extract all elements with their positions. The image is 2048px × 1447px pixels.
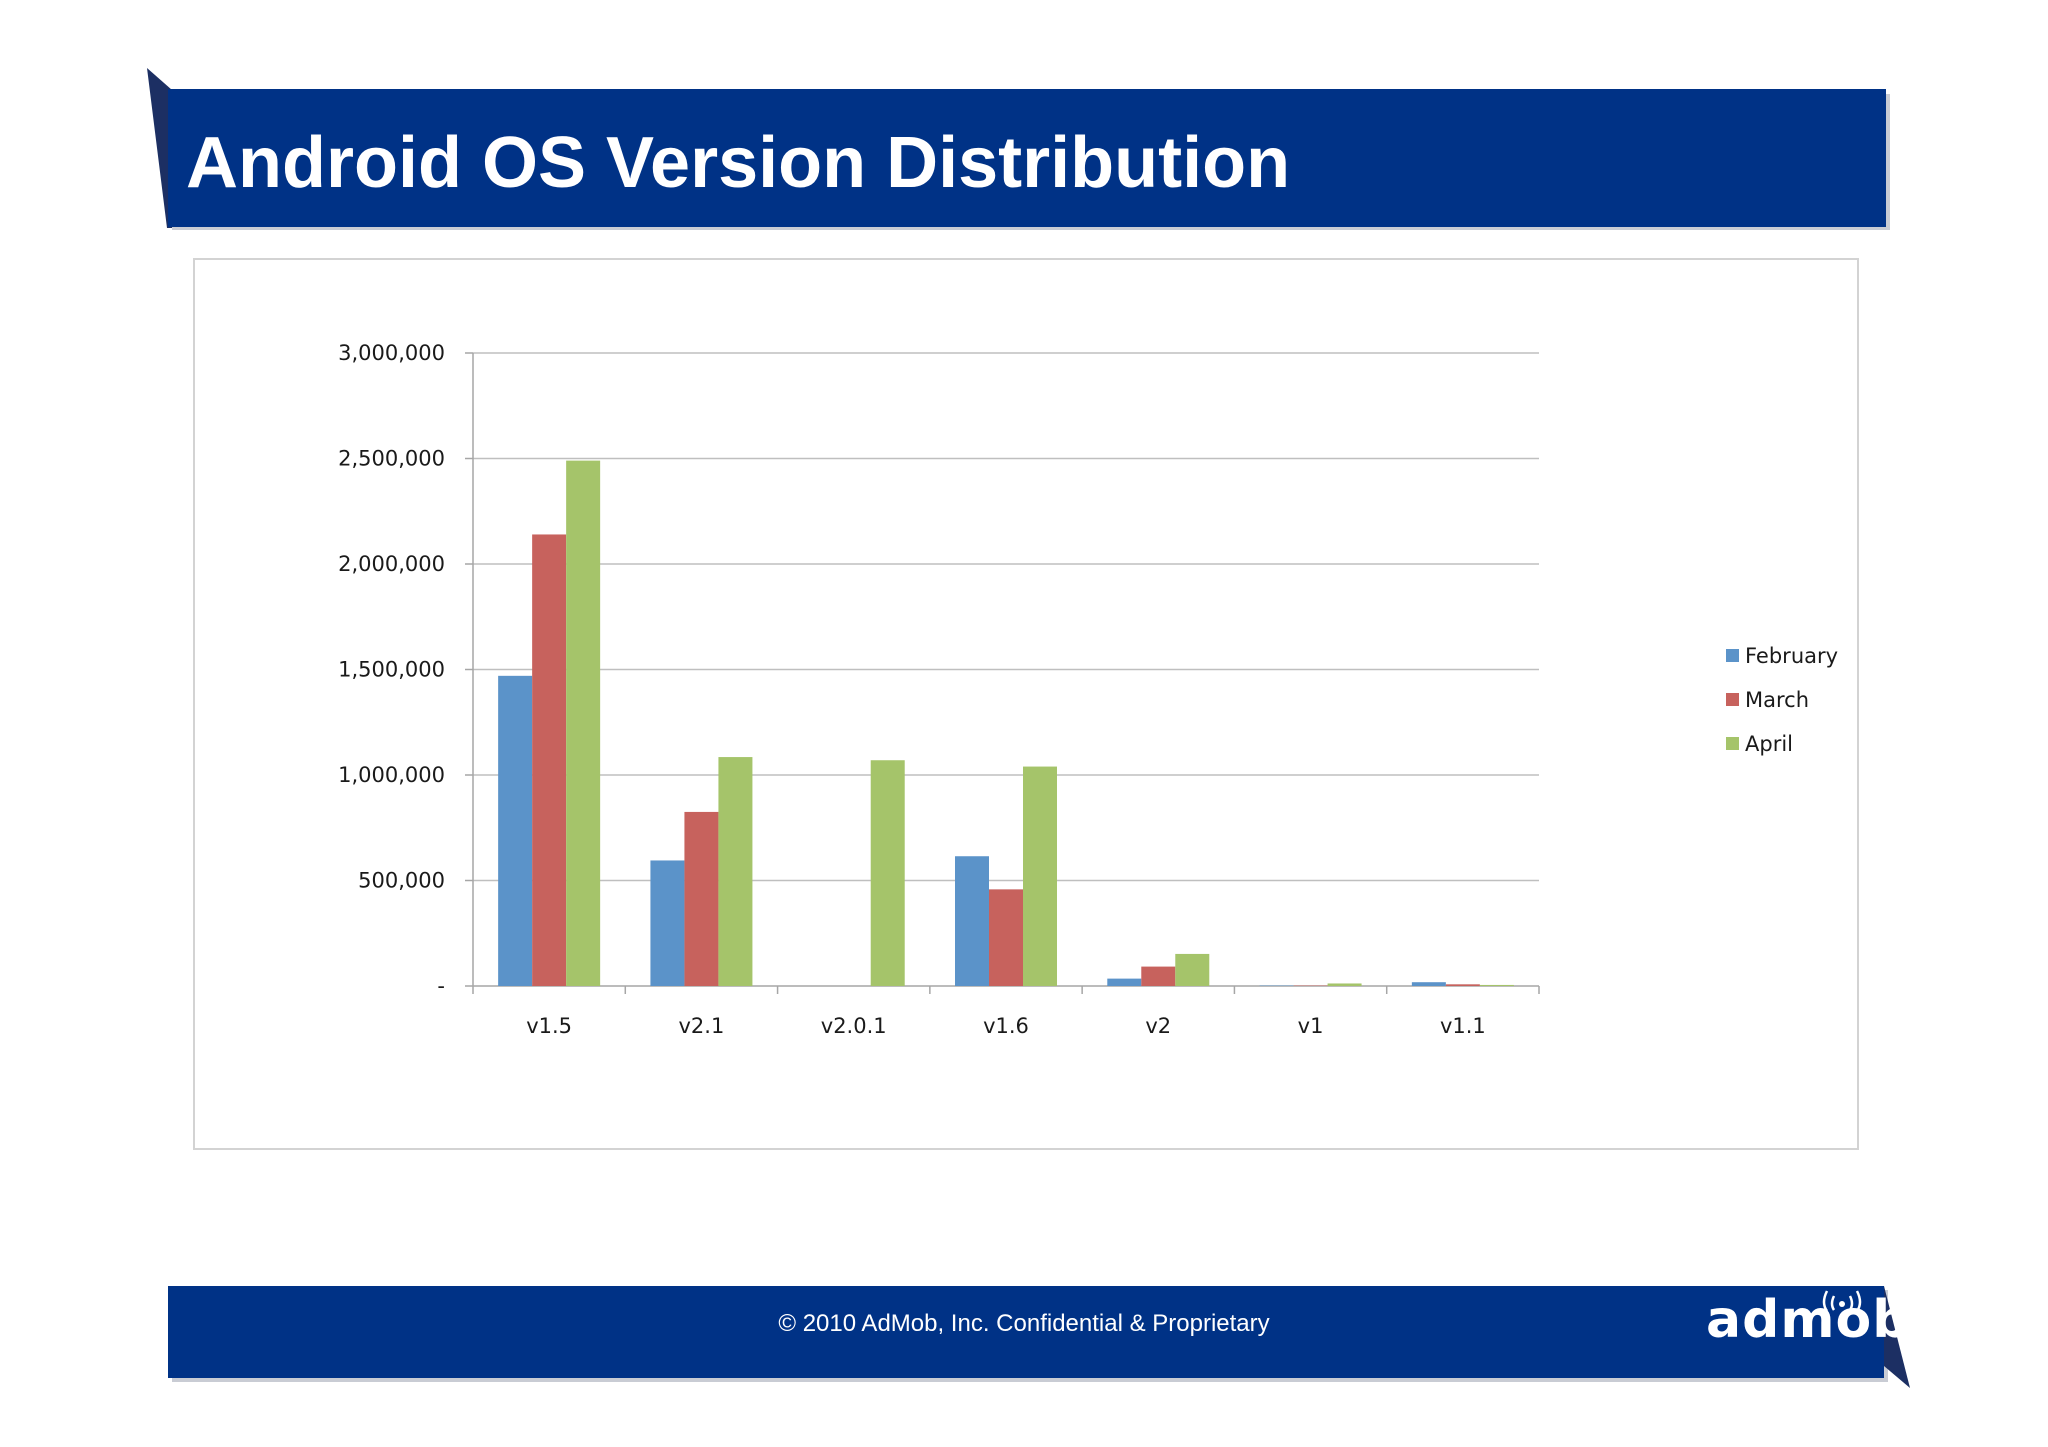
legend-label-february: February <box>1745 644 1838 668</box>
y-tick-label: 500,000 <box>358 869 445 893</box>
bar-february-v2 <box>1107 978 1142 986</box>
chart-frame: - 500,000 1,000,000 1,500,000 2,000,000 2,500… <box>193 258 1859 1150</box>
legend-label-april: April <box>1745 732 1793 756</box>
bar-march-v1-1 <box>1445 984 1480 986</box>
bar-march-v1-5 <box>532 534 567 986</box>
x-category-label: v2 <box>1145 1014 1171 1038</box>
bar-chart: - 500,000 1,000,000 1,500,000 2,000,000 2,500… <box>338 341 1838 1038</box>
legend-swatch-february <box>1726 649 1739 662</box>
page-title: Android OS Version Distribution <box>186 123 1291 203</box>
footer-banner <box>168 1286 1910 1388</box>
y-tick-label: 1,500,000 <box>338 658 445 682</box>
bar-april-v2-1 <box>718 757 753 986</box>
bar-april-v1-6 <box>1023 766 1057 986</box>
signal-waves-icon <box>1822 1290 1862 1312</box>
bar-april-v2 <box>1175 953 1210 986</box>
y-tick-label: - <box>437 974 445 998</box>
header-banner-bar <box>168 89 1886 227</box>
header-banner <box>147 68 1890 230</box>
y-tick-label: 3,000,000 <box>338 341 445 365</box>
bar-february-v1-6 <box>955 856 989 986</box>
admob-logo: admob <box>1706 1288 1909 1348</box>
footer-banner-tab <box>1884 1286 1910 1388</box>
legend-swatch-march <box>1726 693 1739 706</box>
bar-february-v2-1 <box>650 860 685 986</box>
x-category-label: v1.1 <box>1440 1014 1486 1038</box>
x-category-label: v1.6 <box>983 1014 1029 1038</box>
x-category-label: v1 <box>1298 1014 1324 1038</box>
legend-swatch-april <box>1726 737 1739 750</box>
bar-february-v1-1 <box>1411 982 1446 986</box>
bar-march-v1-6 <box>989 889 1023 986</box>
x-category-label: v1.5 <box>526 1014 572 1038</box>
bar-april-v1-1 <box>1479 984 1514 986</box>
bar-april-v2-0-1 <box>870 760 905 986</box>
y-tick-label: 2,500,000 <box>338 447 445 471</box>
x-category-label: v2.0.1 <box>821 1014 887 1038</box>
bar-april-v1 <box>1327 983 1362 986</box>
y-tick-label: 2,000,000 <box>338 552 445 576</box>
x-category-label: v2.1 <box>679 1014 725 1038</box>
footer-banner-bar <box>168 1286 1884 1378</box>
legend-label-march: March <box>1745 688 1809 712</box>
bar-march-v2 <box>1141 966 1176 986</box>
bar-april-v1-5 <box>566 460 601 986</box>
header-banner-tab <box>147 68 172 228</box>
bar-february-v1-5 <box>498 675 533 986</box>
footer-copyright: © 2010 AdMob, Inc. Confidential & Propri… <box>778 1310 1270 1337</box>
bar-march-v2-1 <box>684 811 719 986</box>
admob-logo-text: admob <box>1706 1290 1911 1350</box>
y-tick-label: 1,000,000 <box>338 763 445 787</box>
